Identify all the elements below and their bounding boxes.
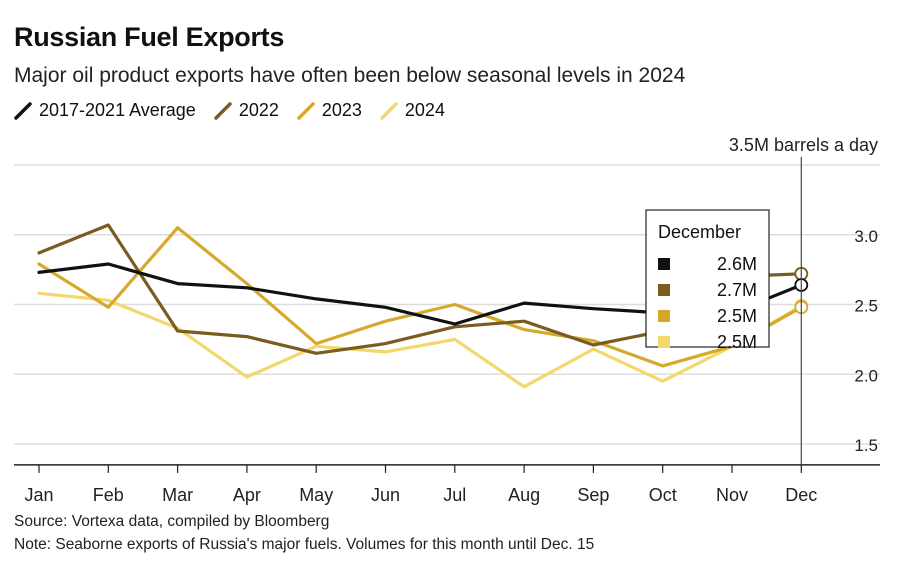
legend-swatch-2022 bbox=[214, 101, 232, 120]
footnote: Note: Seaborne exports of Russia's major… bbox=[14, 536, 595, 553]
x-tick-label: Oct bbox=[649, 485, 677, 505]
chart-title: Russian Fuel Exports bbox=[14, 22, 285, 52]
chart-subtitle: Major oil product exports have often bee… bbox=[14, 64, 686, 87]
legend: 2017-2021 Average 2022 2023 2024 bbox=[14, 100, 463, 121]
tooltip-value-0: 2.6M bbox=[717, 254, 757, 274]
x-tick-label: Aug bbox=[508, 485, 540, 505]
tooltip-value-2: 2.5M bbox=[717, 306, 757, 326]
legend-swatch-2024 bbox=[380, 101, 398, 120]
tooltip-value-3: 2.5M bbox=[717, 332, 757, 352]
tooltip: December 2.6M 2.7M 2.5M 2.5M bbox=[645, 209, 770, 352]
tooltip-swatch-0 bbox=[658, 258, 670, 270]
x-tick-label: Feb bbox=[93, 485, 124, 505]
legend-swatch-average bbox=[14, 101, 32, 120]
legend-item-2023[interactable]: 2023 bbox=[297, 100, 362, 121]
y-unit-label: 3.5M barrels a day bbox=[729, 135, 878, 155]
tooltip-box bbox=[645, 209, 770, 348]
y-tick-label: 2.5 bbox=[854, 297, 878, 316]
legend-item-average[interactable]: 2017-2021 Average bbox=[14, 100, 196, 121]
x-tick-label: Jun bbox=[371, 485, 400, 505]
x-tick-label: Jan bbox=[24, 485, 53, 505]
tooltip-value-1: 2.7M bbox=[717, 280, 757, 300]
x-tick-label: Jul bbox=[443, 485, 466, 505]
tooltip-title: December bbox=[658, 222, 741, 242]
x-tick-label: Dec bbox=[785, 485, 817, 505]
legend-label-2022: 2022 bbox=[238, 100, 279, 120]
x-tick-label: Mar bbox=[162, 485, 193, 505]
y-tick-label: 2.0 bbox=[854, 366, 878, 385]
legend-label-average: 2017-2021 Average bbox=[39, 100, 196, 120]
tooltip-swatch-2 bbox=[658, 310, 670, 322]
y-tick-label: 1.5 bbox=[854, 436, 878, 455]
series-line-3 bbox=[37, 291, 803, 389]
x-tick-label: Sep bbox=[577, 485, 609, 505]
x-tick-label: Nov bbox=[716, 485, 748, 505]
tooltip-swatch-3 bbox=[658, 336, 670, 348]
series-line-2 bbox=[37, 226, 803, 368]
x-tick-label: May bbox=[299, 485, 333, 505]
source-note: Source: Vortexa data, compiled by Bloomb… bbox=[14, 513, 330, 530]
x-tick-label: Apr bbox=[233, 485, 261, 505]
legend-label-2024: 2024 bbox=[404, 100, 445, 120]
legend-swatch-2023 bbox=[297, 101, 315, 120]
axis-layer: 1.5 2.0 2.5 3.0 3.5M barrels a day Jan Feb Mar A… bbox=[14, 135, 880, 505]
legend-label-2023: 2023 bbox=[321, 100, 362, 120]
legend-item-2024[interactable]: 2024 bbox=[380, 100, 445, 121]
tooltip-swatch-1 bbox=[658, 284, 670, 296]
y-tick-label: 3.0 bbox=[854, 227, 878, 246]
legend-item-2022[interactable]: 2022 bbox=[214, 100, 279, 121]
